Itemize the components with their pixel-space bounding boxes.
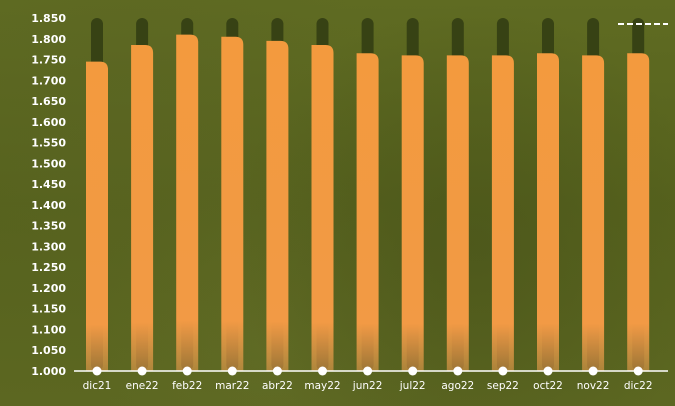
bar (131, 44, 154, 372)
x-axis-marker (453, 366, 463, 376)
y-tick-label: 1.550 (31, 137, 66, 150)
y-tick-label: 1.700 (31, 74, 66, 87)
x-axis-marker (543, 366, 553, 376)
y-tick-label: 1.200 (31, 282, 66, 295)
x-axis-marker (363, 366, 373, 376)
y-tick-label: 1.800 (31, 33, 66, 46)
bar (491, 55, 514, 372)
bars (86, 34, 650, 372)
x-tick-label: mar22 (215, 380, 249, 392)
x-axis-marker (408, 366, 418, 376)
bar (86, 61, 108, 371)
y-tick-label: 1.150 (31, 303, 66, 316)
x-tick-label: nov22 (577, 380, 610, 392)
y-tick-label: 1.850 (31, 12, 66, 25)
bar (582, 55, 605, 372)
y-tick-label: 1.000 (31, 365, 66, 378)
y-tick-label: 1.450 (31, 178, 66, 191)
y-tick-label: 1.650 (31, 95, 66, 108)
y-tick-label: 1.250 (31, 261, 66, 274)
x-axis-marker (272, 366, 282, 376)
x-axis: dic21 ene22 feb22 mar22 abr22 may22 jun22 jul22… (74, 366, 668, 392)
x-tick-label: oct22 (533, 380, 563, 392)
x-tick-label: abr22 (262, 380, 293, 392)
bar (446, 55, 469, 372)
y-tick-label: 1.600 (31, 116, 66, 129)
bar (627, 53, 650, 372)
bar (176, 34, 199, 372)
x-axis-marker (227, 366, 237, 376)
y-tick-label: 1.400 (31, 199, 66, 212)
bar (356, 53, 379, 372)
x-tick-label: dic22 (624, 380, 653, 392)
x-tick-label: jul22 (399, 380, 426, 392)
x-axis-marker (182, 366, 192, 376)
bar (266, 40, 289, 371)
x-axis-marker (633, 366, 643, 376)
x-axis-marker (498, 366, 508, 376)
x-tick-label: ago22 (441, 380, 474, 392)
x-tick-label: feb22 (172, 380, 202, 392)
x-axis-marker (588, 366, 598, 376)
x-axis-marker (92, 366, 102, 376)
y-tick-label: 1.100 (31, 323, 66, 336)
x-tick-label: dic21 (83, 380, 112, 392)
bar (221, 36, 244, 372)
bar (311, 44, 334, 372)
y-axis: 1.000 1.050 1.100 1.150 1.200 1.250 1.300 1.350… (31, 12, 66, 378)
x-axis-marker (318, 366, 327, 376)
x-tick-label: may22 (304, 380, 340, 392)
x-tick-label: ene22 (126, 380, 159, 392)
x-tick-label: jun22 (352, 380, 383, 392)
bar (401, 55, 424, 372)
y-tick-label: 1.750 (31, 54, 66, 67)
x-tick-label: sep22 (487, 380, 519, 392)
y-tick-label: 1.500 (31, 157, 66, 170)
y-tick-label: 1.050 (31, 344, 66, 357)
bar (537, 53, 559, 372)
x-axis-marker (137, 366, 147, 376)
y-tick-label: 1.350 (31, 220, 66, 233)
y-tick-label: 1.300 (31, 240, 66, 253)
